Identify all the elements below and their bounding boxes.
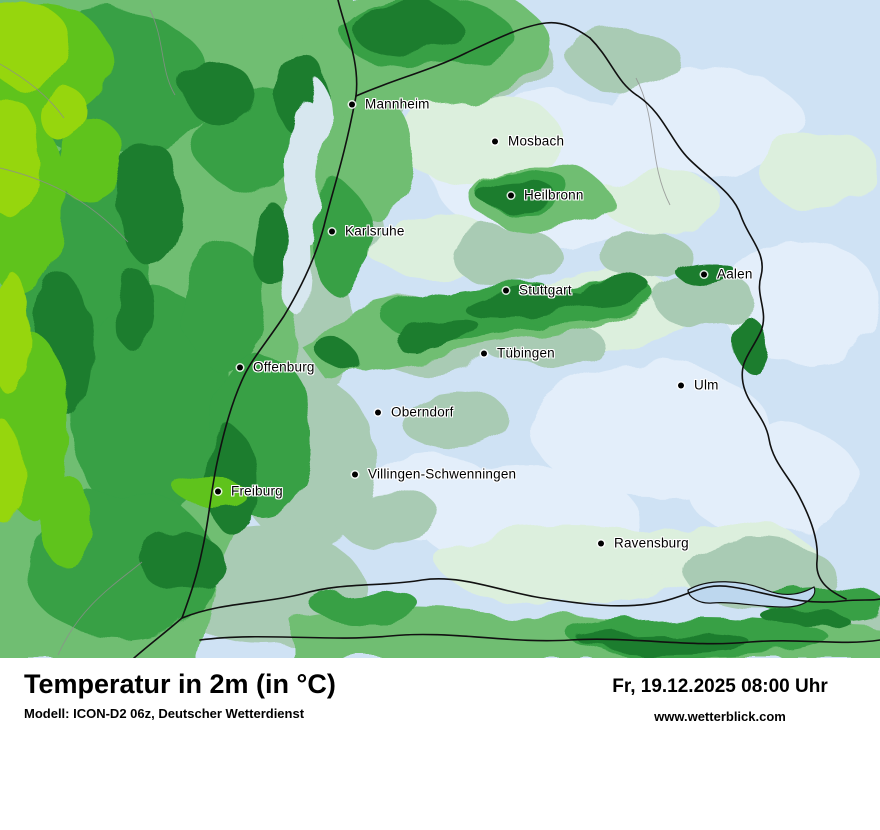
border-lines: [133, 0, 880, 658]
model-line: Modell: ICON-D2 06z, Deutscher Wetterdie…: [24, 705, 305, 721]
city-marker-ulm: Ulm: [678, 377, 719, 393]
city-dot: [481, 350, 487, 356]
city-marker-stuttgart: Stuttgart: [503, 282, 572, 298]
caption-area: Temperatur in 2m (in °C) Modell: ICON-D2…: [0, 658, 880, 830]
website-url: www.wetterblick.com: [654, 708, 786, 724]
city-marker-mannheim: Mannheim: [349, 96, 430, 112]
city-dot: [508, 192, 514, 198]
city-label: Mosbach: [508, 133, 565, 149]
city-marker-villingen-schwenningen: Villingen-Schwenningen: [352, 466, 517, 482]
map-area: Mannheim Mosbach Heilbronn Karlsruhe Stuttga…: [0, 0, 880, 658]
map-title: Temperatur in 2m (in °C): [24, 669, 336, 699]
city-label: Karlsruhe: [345, 223, 405, 239]
caption-row: Temperatur in 2m (in °C) Modell: ICON-D2…: [0, 658, 880, 724]
city-marker-oberndorf: Oberndorf: [375, 404, 454, 420]
caption-right: Fr, 19.12.2025 08:00 Uhr www.wetterblick…: [586, 670, 854, 724]
city-dot: [329, 228, 335, 234]
city-dot: [237, 364, 243, 370]
admin-lines: [0, 9, 671, 656]
city-dot: [701, 271, 707, 277]
city-marker-heilbronn: Heilbronn: [508, 187, 584, 203]
city-dot: [215, 488, 221, 494]
temperature-map-art: [0, 0, 880, 658]
city-dot: [492, 138, 498, 144]
city-marker-freiburg: Freiburg: [215, 483, 283, 499]
city-label: Villingen-Schwenningen: [368, 466, 517, 482]
city-dot: [598, 540, 604, 546]
caption-left: Temperatur in 2m (in °C) Modell: ICON-D2…: [24, 669, 336, 721]
city-layer: Mannheim Mosbach Heilbronn Karlsruhe Stuttga…: [215, 96, 753, 551]
city-label: Stuttgart: [519, 282, 572, 298]
city-label: Freiburg: [231, 483, 283, 499]
city-label: Oberndorf: [391, 404, 454, 420]
city-label: Ulm: [694, 377, 719, 393]
lake-shape: [687, 581, 816, 608]
valid-datetime: Fr, 19.12.2025 08:00 Uhr: [612, 676, 828, 697]
city-marker-aalen: Aalen: [701, 266, 753, 282]
city-dot: [349, 101, 355, 107]
city-marker-karlsruhe: Karlsruhe: [329, 223, 405, 239]
city-dot: [375, 409, 381, 415]
city-label: Mannheim: [365, 96, 430, 112]
city-label: Tübingen: [497, 345, 555, 361]
city-marker-offenburg: Offenburg: [237, 359, 315, 375]
city-dot: [678, 382, 684, 388]
city-label: Heilbronn: [524, 187, 584, 203]
city-marker-mosbach: Mosbach: [492, 133, 565, 149]
city-label: Ravensburg: [614, 535, 689, 551]
city-label: Aalen: [717, 266, 753, 282]
city-label: Offenburg: [253, 359, 315, 375]
city-marker-t-bingen: Tübingen: [481, 345, 555, 361]
city-dot: [352, 471, 358, 477]
city-dot: [503, 287, 509, 293]
city-marker-ravensburg: Ravensburg: [598, 535, 689, 551]
